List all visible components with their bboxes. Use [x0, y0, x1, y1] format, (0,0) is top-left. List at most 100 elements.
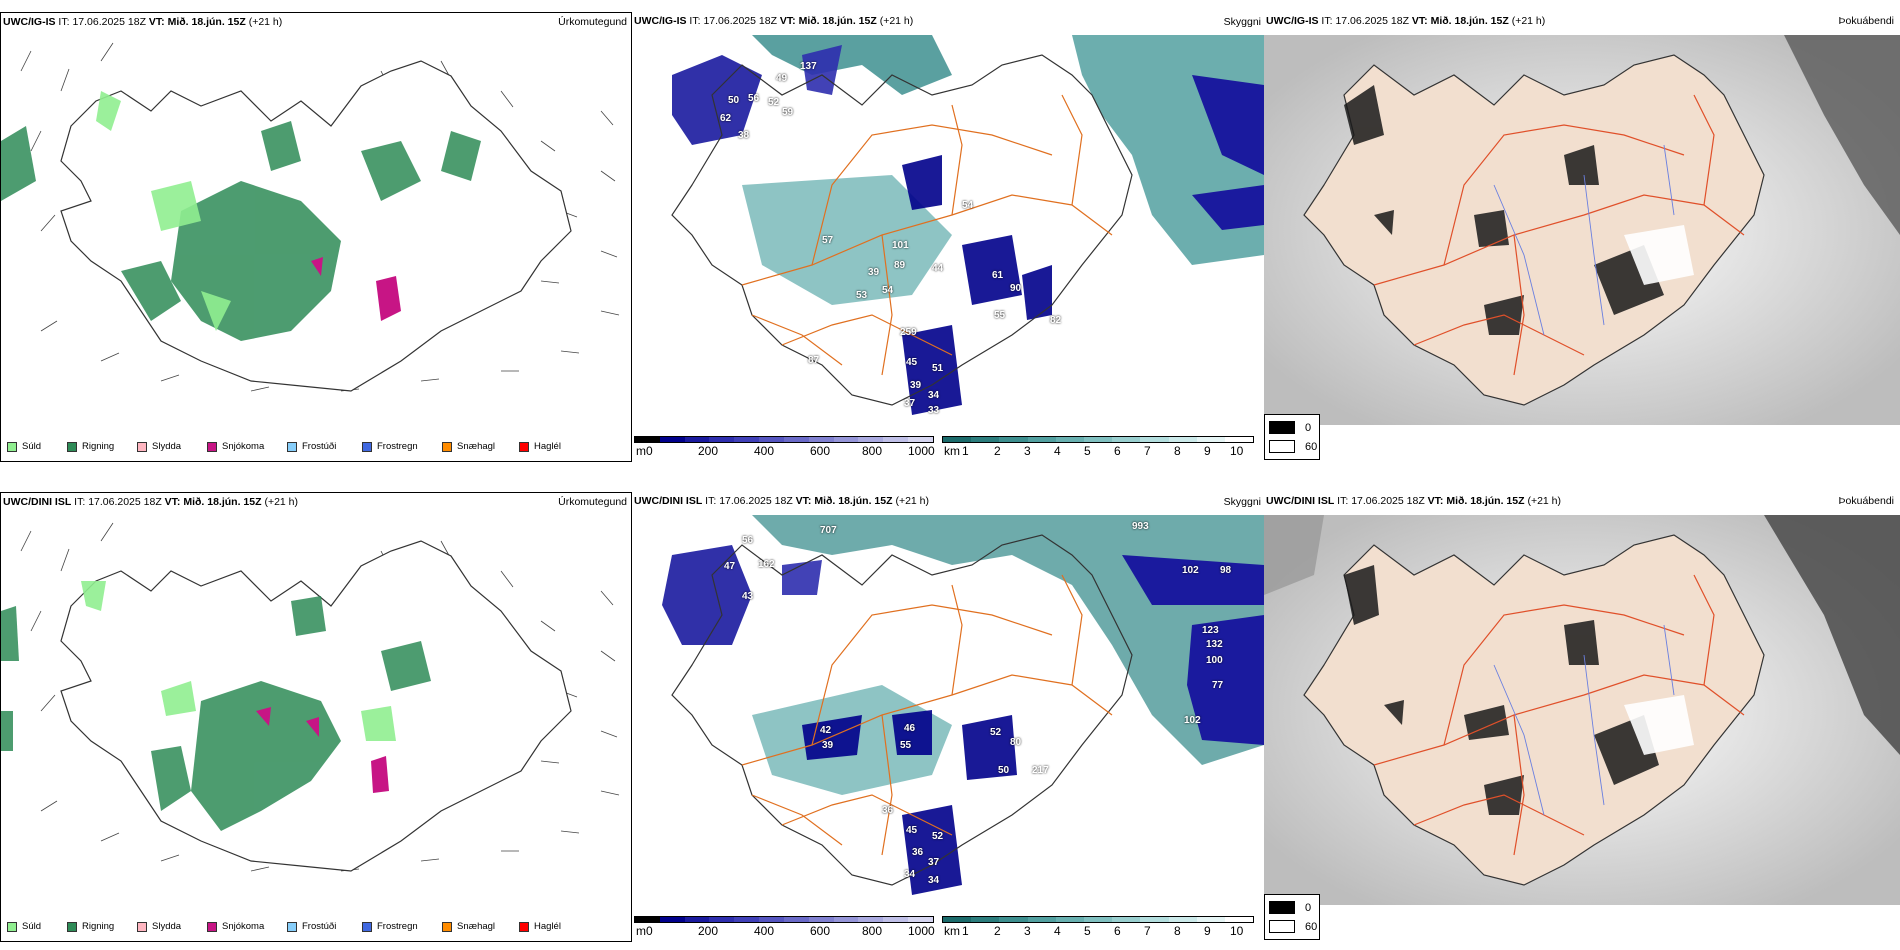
- legend-item: Haglél: [519, 441, 561, 452]
- colorbar-tick: 400: [754, 444, 775, 458]
- wind-barbs: [20, 522, 620, 872]
- colorbar-tick: 200: [698, 924, 719, 938]
- colorbar-tick: 7: [1144, 444, 1151, 458]
- colorbar-tick: 1000: [908, 924, 935, 938]
- value-label: 50: [728, 95, 740, 106]
- precip-legend: Súld Rigning Slydda Snjókoma Frostúði Fr…: [7, 921, 627, 935]
- value-label: 259: [900, 327, 917, 338]
- legend-item: Slydda: [137, 921, 181, 932]
- colorbar-tick: 10: [1230, 444, 1244, 458]
- legend-item: Súld: [7, 441, 41, 452]
- colorbar-tick: 9: [1204, 444, 1211, 458]
- precip-type-panel-row1: UWC/IG-IS IT: 17.06.2025 18Z VT: Mið. 18…: [0, 12, 632, 462]
- colorbar-unit: km: [944, 444, 960, 458]
- colorbar-tick: 200: [698, 444, 719, 458]
- value-label: 80: [1010, 737, 1022, 748]
- fog-panel-row2: UWC/DINI ISL IT: 17.06.2025 18Z VT: Mið.…: [1264, 492, 1900, 942]
- value-label: 36: [882, 805, 894, 816]
- value-label: 57: [822, 235, 834, 246]
- fog-legend-item: 60: [1269, 440, 1317, 453]
- value-label: 55: [900, 740, 912, 751]
- rain-areas: [1, 596, 431, 831]
- legend-swatch: [442, 441, 452, 452]
- legend-item: Frostregn: [362, 441, 418, 452]
- iceland-outline: [671, 534, 1133, 886]
- fog-legend: 0 60: [1264, 414, 1320, 460]
- legend-item: Rigning: [67, 441, 114, 452]
- colorbar-unit: km: [944, 924, 960, 938]
- roads: [741, 574, 1113, 856]
- value-label: 45: [906, 825, 918, 836]
- colorbar-tick: 600: [810, 924, 831, 938]
- fog-legend-swatch: [1269, 421, 1295, 434]
- value-label: 52: [990, 727, 1002, 738]
- precip-type-map: [1, 42, 620, 392]
- colorbar-tick: 800: [862, 444, 883, 458]
- legend-item: Haglél: [519, 921, 561, 932]
- value-label: 102: [1182, 565, 1199, 576]
- legend-swatch: [519, 441, 529, 452]
- legend-swatch: [137, 441, 147, 452]
- legend-swatch: [442, 921, 452, 932]
- panel-title: Þokuábendi: [1838, 15, 1894, 27]
- fog-legend-swatch: [1269, 901, 1295, 914]
- legend-swatch: [7, 921, 17, 932]
- visibility-colorbar: km 1 2 3 4 5 6 7 8 9 10: [942, 436, 1254, 460]
- colorbar-tick: 5: [1084, 444, 1091, 458]
- colorbar-tick: 5: [1084, 924, 1091, 938]
- value-label: 45: [906, 357, 918, 368]
- value-label: 162: [758, 559, 775, 570]
- value-label: 707: [820, 525, 837, 536]
- value-label: 38: [738, 130, 750, 141]
- value-label: 42: [820, 725, 832, 736]
- legend-swatch: [519, 921, 529, 932]
- value-label: 101: [892, 240, 909, 251]
- cloud-base-swatches: [634, 916, 934, 923]
- legend-item: Snjókoma: [207, 441, 264, 452]
- value-label: 217: [1032, 765, 1049, 776]
- value-label: 47: [724, 561, 736, 572]
- value-label: 39: [822, 740, 834, 751]
- colorbar-tick: 10: [1230, 924, 1244, 938]
- legend-swatch: [287, 921, 297, 932]
- value-label: 56: [748, 93, 760, 104]
- panel-header: UWC/IG-IS IT: 17.06.2025 18Z VT: Mið. 18…: [3, 16, 283, 28]
- legend-item: Rigning: [67, 921, 114, 932]
- legend-item: Snæhagl: [442, 921, 495, 932]
- legend-item: Frostúði: [287, 441, 336, 452]
- value-label: 132: [1206, 639, 1223, 650]
- fog-legend-item: 0: [1269, 901, 1311, 914]
- value-label: 90: [1010, 283, 1022, 294]
- visibility-panel-row1: UWC/IG-IS IT: 17.06.2025 18Z VT: Mið. 18…: [632, 12, 1264, 462]
- panel-header: UWC/DINI ISL IT: 17.06.2025 18Z VT: Mið.…: [634, 495, 930, 507]
- colorbar-tick: 8: [1174, 924, 1181, 938]
- panel-header: UWC/IG-IS IT: 17.06.2025 18Z VT: Mið. 18…: [1266, 15, 1546, 27]
- value-label: 34: [928, 875, 940, 886]
- colorbar-tick: 6: [1114, 444, 1121, 458]
- cloud-base-swatches: [634, 436, 934, 443]
- drizzle-areas: [96, 91, 231, 331]
- colorbar-unit: m: [636, 924, 646, 938]
- wind-barbs: [20, 42, 620, 392]
- value-label: 59: [782, 107, 794, 118]
- fog-legend-swatch: [1269, 920, 1295, 933]
- panel-title: Skyggni: [1223, 16, 1261, 28]
- snow-areas: [256, 707, 389, 793]
- colorbar-tick: 9: [1204, 924, 1211, 938]
- legend-item: Slydda: [137, 441, 181, 452]
- legend-item: Frostregn: [362, 921, 418, 932]
- colorbar-tick: 800: [862, 924, 883, 938]
- value-label: 82: [1050, 315, 1062, 326]
- panel-header: UWC/IG-IS IT: 17.06.2025 18Z VT: Mið. 18…: [634, 15, 914, 27]
- panel-title: Þokuábendi: [1838, 495, 1894, 507]
- legend-swatch: [67, 921, 77, 932]
- roads: [741, 94, 1113, 376]
- drizzle-areas: [81, 581, 396, 741]
- legend-item: Súld: [7, 921, 41, 932]
- value-label: 89: [894, 260, 906, 271]
- precip-type-panel-row2: UWC/DINI ISL IT: 17.06.2025 18Z VT: Mið.…: [0, 492, 632, 942]
- colorbar-tick: 0: [646, 444, 653, 458]
- value-label: 36: [912, 847, 924, 858]
- cloud-base-colorbar: m 0 200 400 600 800 1000: [634, 916, 935, 940]
- value-label: 52: [932, 831, 944, 842]
